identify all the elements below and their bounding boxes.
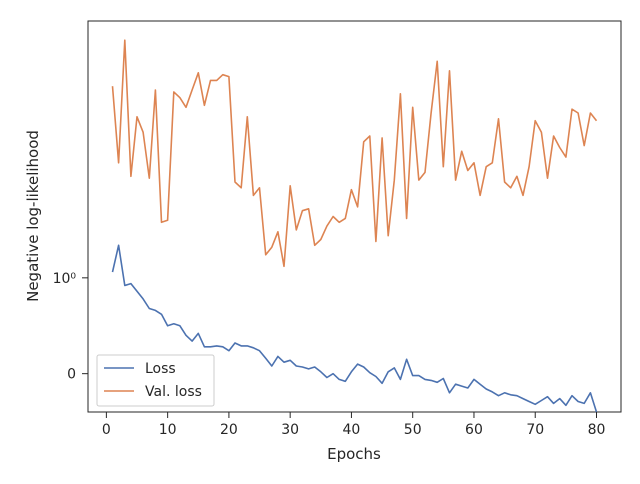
y-axis-label: Negative log-likelihood — [24, 130, 42, 302]
x-tick-label: 30 — [281, 422, 299, 438]
legend: Loss Val. loss — [96, 354, 215, 407]
y-tick-label: 0 — [67, 367, 76, 383]
x-tick-label: 50 — [404, 422, 422, 438]
x-tick-label: 10 — [159, 422, 177, 438]
x-tick-label: 40 — [343, 422, 361, 438]
series-line-loss — [111, 244, 598, 413]
y-tick-label: 10⁰ — [53, 271, 77, 287]
legend-label-val-loss: Val. loss — [145, 384, 202, 400]
x-tick-label: 60 — [465, 422, 483, 438]
x-tick-label: 80 — [588, 422, 606, 438]
x-tick-label: 0 — [102, 422, 111, 438]
series-line-val-loss — [111, 39, 598, 268]
legend-label-loss: Loss — [145, 361, 176, 377]
plot-area — [87, 20, 622, 413]
x-tick-label: 70 — [526, 422, 544, 438]
y-axis-ticks: 0 10⁰ — [53, 271, 88, 383]
x-axis-label: Epochs — [327, 445, 381, 463]
x-tick-label: 20 — [220, 422, 238, 438]
x-axis-ticks: 0 10 20 30 40 50 60 70 80 — [102, 412, 605, 438]
series-layer — [111, 39, 598, 413]
